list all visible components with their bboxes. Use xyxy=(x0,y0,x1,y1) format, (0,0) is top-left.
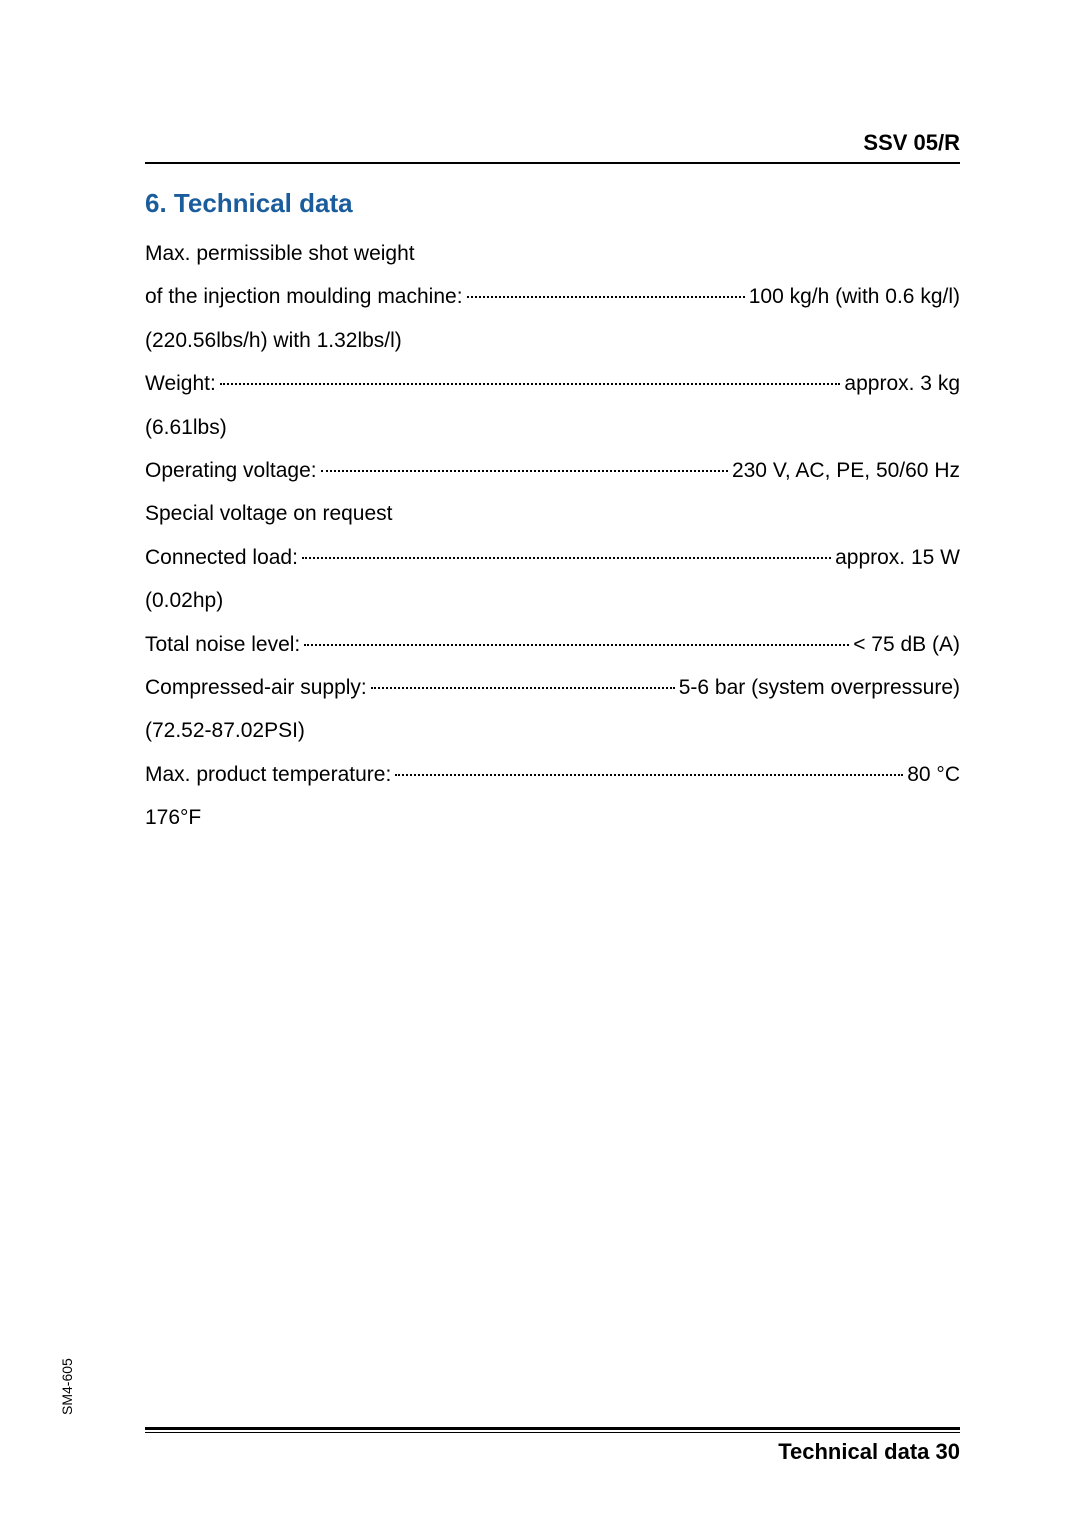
footer-rule-thin xyxy=(145,1432,960,1433)
voltage-line: Operating voltage: 230 V, AC, PE, 50/60 … xyxy=(145,456,960,485)
noise-value: < 75 dB (A) xyxy=(853,630,960,659)
shot-weight-line2: of the injection moulding machine: 100 k… xyxy=(145,282,960,311)
load-imperial: (0.02hp) xyxy=(145,586,960,615)
air-line: Compressed-air supply: 5-6 bar (system o… xyxy=(145,673,960,702)
footer-rule-thick xyxy=(145,1427,960,1430)
dots xyxy=(321,469,728,472)
weight-imperial: (6.61lbs) xyxy=(145,413,960,442)
dots xyxy=(302,556,831,559)
noise-label: Total noise level: xyxy=(145,630,300,659)
load-value: approx. 15 W xyxy=(835,543,960,572)
footer-text: Technical data 30 xyxy=(145,1439,960,1465)
air-imperial: (72.52-87.02PSI) xyxy=(145,716,960,745)
voltage-label: Operating voltage: xyxy=(145,456,317,485)
dots xyxy=(220,382,841,385)
dots xyxy=(304,643,849,646)
dots xyxy=(467,295,745,298)
footer: Technical data 30 xyxy=(145,1427,960,1465)
load-label: Connected load: xyxy=(145,543,298,572)
header-model: SSV 05/R xyxy=(145,130,960,164)
side-code: SM4-605 xyxy=(59,1358,75,1415)
shot-weight-value: 100 kg/h (with 0.6 kg/l) xyxy=(749,282,960,311)
temp-imperial: 176°F xyxy=(145,803,960,832)
weight-value: approx. 3 kg xyxy=(844,369,960,398)
weight-label: Weight: xyxy=(145,369,216,398)
shot-weight-line1: Max. permissible shot weight xyxy=(145,239,960,268)
temp-line: Max. product temperature: 80 °C xyxy=(145,760,960,789)
voltage-note: Special voltage on request xyxy=(145,499,960,528)
dots xyxy=(395,773,903,776)
section-title: 6. Technical data xyxy=(145,188,960,219)
voltage-value: 230 V, AC, PE, 50/60 Hz xyxy=(732,456,960,485)
dots xyxy=(371,686,675,689)
air-value: 5-6 bar (system overpressure) xyxy=(679,673,960,702)
temp-label: Max. product temperature: xyxy=(145,760,391,789)
shot-weight-label: of the injection moulding machine: xyxy=(145,282,463,311)
shot-weight-imperial: (220.56lbs/h) with 1.32lbs/l) xyxy=(145,326,960,355)
load-line: Connected load: approx. 15 W xyxy=(145,543,960,572)
temp-value: 80 °C xyxy=(907,760,960,789)
noise-line: Total noise level: < 75 dB (A) xyxy=(145,630,960,659)
air-label: Compressed-air supply: xyxy=(145,673,367,702)
weight-line: Weight: approx. 3 kg xyxy=(145,369,960,398)
